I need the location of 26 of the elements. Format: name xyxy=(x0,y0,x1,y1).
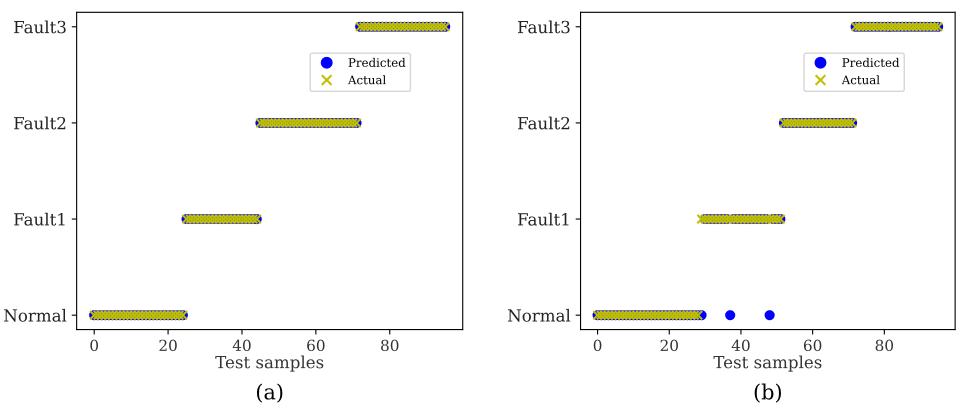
x-axis-title: Test samples xyxy=(714,355,822,372)
y-tick-label: Fault1 xyxy=(518,212,568,226)
y-tick-label: Normal xyxy=(508,308,570,322)
x-tick-label: 80 xyxy=(876,340,894,352)
x-tick-label: 80 xyxy=(381,340,398,352)
x-tick-label: 0 xyxy=(594,340,602,352)
y-tick-label: Fault2 xyxy=(518,116,570,130)
x-axis-title: Test samples xyxy=(215,355,324,372)
legend-label: Predicted xyxy=(348,58,406,68)
x-tick-label: 60 xyxy=(307,340,325,352)
y-tick-label: Fault3 xyxy=(14,20,66,34)
y-tick-label: Fault2 xyxy=(14,116,66,130)
legend-label: Predicted xyxy=(842,58,900,68)
text: (b) xyxy=(754,384,781,403)
y-tick-label: Fault1 xyxy=(14,212,65,226)
text: (a) xyxy=(256,384,282,403)
x-tick-label: 20 xyxy=(660,340,678,352)
x-tick-label: 40 xyxy=(732,340,750,352)
x-tick-label: 60 xyxy=(804,340,822,352)
x-tick-label: 20 xyxy=(159,340,177,352)
legend-label: Actual xyxy=(842,75,880,84)
x-tick-label: 40 xyxy=(232,340,251,352)
x-tick-label: 0 xyxy=(90,340,98,352)
legend-label: Actual xyxy=(348,75,386,84)
y-tick-label: Fault3 xyxy=(518,20,570,34)
y-tick-label: Normal xyxy=(4,308,66,322)
